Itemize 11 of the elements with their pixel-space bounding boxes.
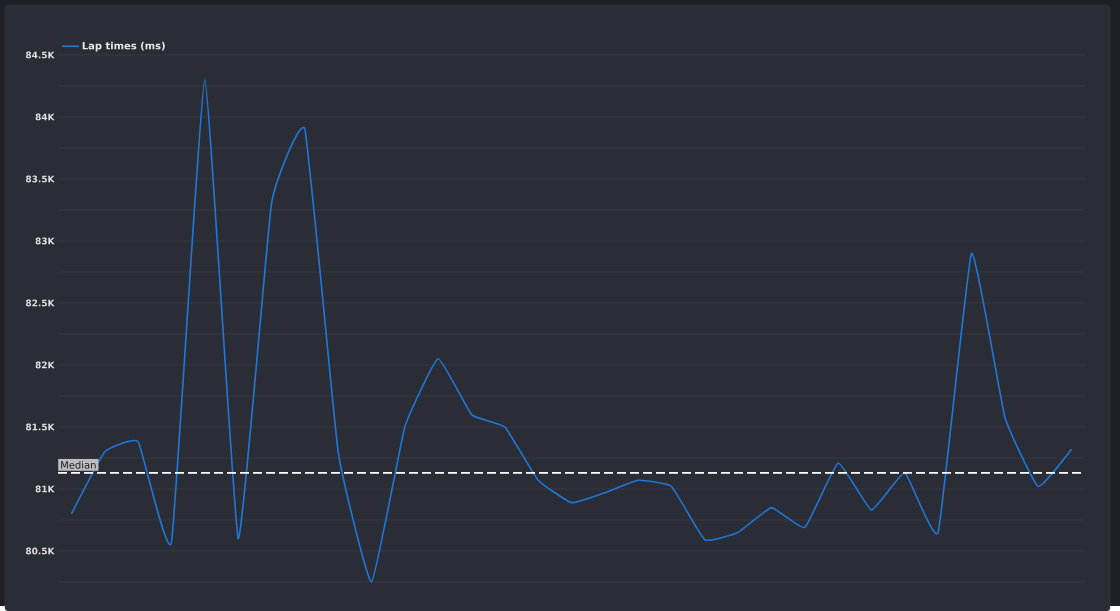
y-tick-label: 80.5K [25, 547, 55, 555]
y-tick-label: 82.5K [25, 299, 55, 307]
y-tick-label: 82K [35, 361, 55, 369]
y-tick-label: 84K [35, 113, 55, 121]
ref-line-label: Median [61, 460, 96, 469]
y-tick-label: 83.5K [25, 175, 55, 183]
y-tick-label: 81.5K [25, 423, 55, 431]
y-tick-label: 81K [35, 485, 55, 493]
legend-label: Lap times (ms) [82, 41, 165, 52]
y-tick-label: 84.5K [25, 51, 55, 59]
y-tick-label: 83K [35, 237, 55, 245]
